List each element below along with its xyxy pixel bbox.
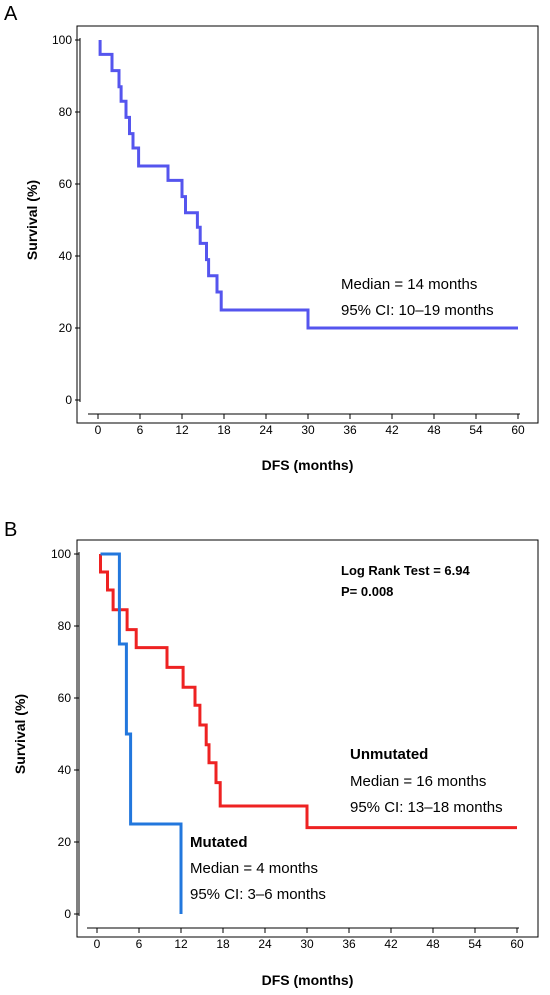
x-tick-label: 0: [94, 937, 101, 951]
mutated-survival-curve: [100, 552, 183, 914]
panel-b-label: B: [4, 519, 17, 541]
panel-b-pvalue-annotation: P= 0.008: [341, 584, 393, 599]
y-tick-label: 80: [59, 105, 73, 119]
y-tick-label: 40: [59, 249, 73, 263]
y-tick-label: 80: [58, 619, 72, 633]
y-tick-label: 20: [58, 835, 72, 849]
panel-b-unmutated-median: Median = 16 months: [350, 773, 486, 790]
x-tick-label: 30: [300, 937, 314, 951]
panel-b: B 0 6 12 18 24 30 36 42 48 54 60 0 20 40 60 80 100 DFS …: [4, 519, 539, 988]
x-tick-label: 6: [136, 937, 143, 951]
panel-a-y-ticks: 0 20 40 60 80 100: [52, 33, 80, 407]
x-tick-label: 18: [217, 423, 231, 437]
x-tick-label: 12: [175, 423, 189, 437]
panel-b-frame: [76, 539, 539, 938]
x-tick-label: 54: [468, 937, 482, 951]
panel-a-x-ticks: 0 6 12 18 24 30 36 42 48 54 60: [95, 414, 525, 437]
x-tick-label: 60: [511, 423, 525, 437]
x-tick-label: 42: [385, 423, 399, 437]
x-tick-label: 60: [510, 937, 524, 951]
panel-b-x-axis-label: DFS (months): [262, 972, 354, 988]
panel-b-unmutated-title: Unmutated: [350, 746, 428, 763]
y-tick-label: 40: [58, 763, 72, 777]
y-tick-label: 20: [59, 321, 73, 335]
panel-b-y-ticks: 0 20 40 60 80 100: [51, 547, 79, 921]
x-tick-label: 42: [384, 937, 398, 951]
panel-b-mutated-median: Median = 4 months: [190, 860, 318, 877]
panel-a-ci-annotation: 95% CI: 10–19 months: [341, 302, 494, 319]
y-tick-label: 100: [51, 547, 71, 561]
panel-a-y-axis-label: Survival (%): [24, 180, 40, 260]
y-tick-label: 100: [52, 33, 72, 47]
panel-b-x-ticks: 0 6 12 18 24 30 36 42 48 54 60: [94, 928, 524, 951]
x-tick-label: 48: [426, 937, 440, 951]
x-tick-label: 0: [95, 423, 102, 437]
x-tick-label: 48: [427, 423, 441, 437]
panel-b-mutated-ci: 95% CI: 3–6 months: [190, 886, 326, 903]
x-tick-label: 36: [342, 937, 356, 951]
panel-b-series: [99, 552, 517, 914]
y-tick-label: 0: [65, 393, 72, 407]
survival-curve: [98, 40, 518, 330]
x-tick-label: 24: [258, 937, 272, 951]
unmutated-survival-curve: [99, 554, 517, 830]
x-tick-label: 54: [469, 423, 483, 437]
panel-a-median-annotation: Median = 14 months: [341, 276, 477, 293]
y-tick-label: 60: [58, 691, 72, 705]
panel-b-mutated-title: Mutated: [190, 834, 248, 851]
panel-a-series: [98, 40, 518, 330]
x-tick-label: 30: [301, 423, 315, 437]
panel-a: A 0 6 12 18 24 30 36 42 48 54 60 0 20 40 60 80 100 DFS …: [4, 3, 539, 473]
panel-a-frame: [76, 25, 539, 424]
x-tick-label: 36: [343, 423, 357, 437]
panel-a-label: A: [4, 3, 18, 25]
x-tick-label: 24: [259, 423, 273, 437]
panel-a-x-axis-label: DFS (months): [262, 457, 354, 473]
y-tick-label: 0: [64, 907, 71, 921]
panel-b-logrank-annotation: Log Rank Test = 6.94: [341, 563, 470, 578]
x-tick-label: 6: [137, 423, 144, 437]
x-tick-label: 18: [216, 937, 230, 951]
panel-b-y-axis-label: Survival (%): [12, 694, 28, 774]
y-tick-label: 60: [59, 177, 73, 191]
x-tick-label: 12: [174, 937, 188, 951]
panel-b-unmutated-ci: 95% CI: 13–18 months: [350, 799, 503, 816]
